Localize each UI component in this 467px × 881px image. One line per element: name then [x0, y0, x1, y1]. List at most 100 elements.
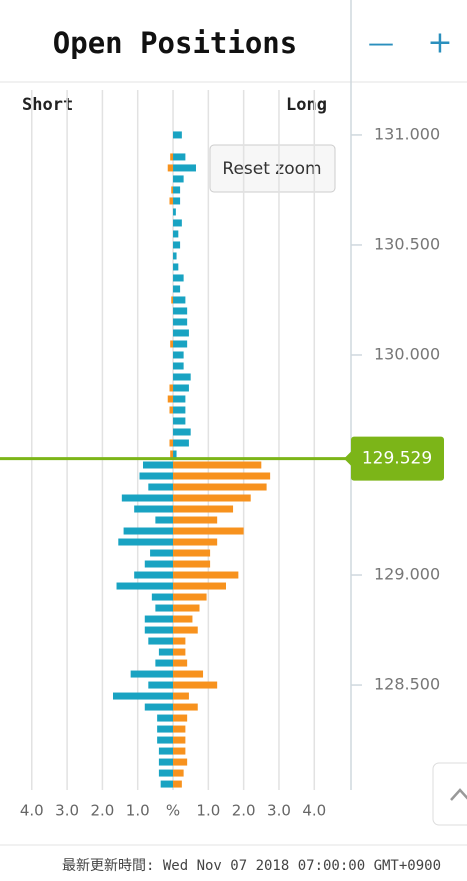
bar	[173, 560, 211, 568]
bar	[171, 186, 174, 194]
bar	[173, 582, 226, 590]
bar	[173, 131, 182, 139]
y-tick-label: 130.000	[374, 344, 440, 363]
bar	[173, 175, 184, 183]
x-tick-label: 3.0	[267, 802, 291, 820]
y-tick-label: 129.000	[374, 565, 440, 584]
button-box[interactable]	[209, 144, 336, 193]
bar	[148, 637, 174, 645]
bar	[144, 626, 174, 634]
bar	[155, 604, 174, 612]
bar	[173, 626, 198, 634]
short-label: Short	[22, 95, 73, 115]
y-tick-label: 131.000	[374, 124, 440, 143]
x-tick-label: %	[166, 802, 180, 820]
bar	[173, 373, 191, 381]
bar	[173, 406, 186, 414]
bar	[173, 219, 182, 227]
scroll-top-widget[interactable]	[432, 762, 467, 826]
bar	[173, 417, 186, 425]
bar	[173, 208, 176, 216]
bar	[134, 505, 174, 513]
bar	[173, 164, 196, 172]
bar	[170, 450, 174, 458]
bar	[167, 164, 174, 172]
header-title: Open Positions	[53, 26, 297, 60]
bar	[121, 494, 174, 502]
x-tick-label: 2.0	[232, 802, 256, 820]
bar	[173, 505, 234, 513]
bar	[173, 714, 188, 722]
bar	[158, 758, 174, 766]
zoom-out-button[interactable]: —	[368, 29, 394, 59]
bar	[173, 725, 186, 733]
bar	[150, 549, 174, 557]
bar	[173, 252, 177, 260]
bar	[173, 549, 211, 557]
current-price-label: 129.529	[362, 449, 432, 469]
x-tick-label: 2.0	[90, 802, 114, 820]
bar	[112, 692, 174, 700]
bar	[134, 571, 174, 579]
bar	[173, 307, 188, 315]
bar	[130, 670, 174, 678]
bar	[116, 582, 174, 590]
bar	[148, 483, 174, 491]
bar	[173, 571, 239, 579]
y-tick-label: 130.500	[374, 234, 440, 253]
bar	[173, 670, 204, 678]
bar	[123, 527, 174, 535]
bar	[167, 395, 174, 403]
bar	[173, 263, 179, 271]
bar	[173, 516, 218, 524]
bar	[157, 714, 174, 722]
bar	[173, 780, 182, 788]
bar	[173, 703, 198, 711]
bar	[173, 384, 189, 392]
bar	[158, 747, 174, 755]
bar	[173, 681, 218, 689]
bar	[173, 615, 193, 623]
bar	[173, 296, 186, 304]
bar	[157, 736, 174, 744]
bar	[173, 285, 181, 293]
bar	[173, 538, 218, 546]
current-price-pointer	[344, 451, 351, 466]
bar	[173, 527, 244, 535]
x-tick-label: 4.0	[20, 802, 44, 820]
bar	[143, 461, 174, 469]
y-tick-label: 128.500	[374, 675, 440, 694]
bar	[173, 637, 186, 645]
bar	[173, 758, 188, 766]
x-tick-label: 3.0	[55, 802, 79, 820]
bar	[173, 593, 207, 601]
bar	[173, 604, 200, 612]
bar	[169, 406, 174, 414]
bar	[173, 494, 251, 502]
bar	[173, 692, 189, 700]
x-tick-label: 1.0	[126, 802, 150, 820]
bar	[173, 428, 191, 436]
bar	[171, 296, 174, 304]
button-text[interactable]: Reset zoom	[222, 159, 321, 179]
bar	[173, 769, 184, 777]
bar	[148, 681, 174, 689]
bar	[157, 725, 174, 733]
footer-text: 最新更新時間: Wed Nov 07 2018 07:00:00 GMT+090…	[62, 858, 441, 874]
bar	[169, 197, 174, 205]
reset-zoom-button[interactable]: Reset zoom	[209, 144, 336, 193]
bar	[173, 329, 189, 337]
zoom-in-button[interactable]: +	[427, 26, 452, 61]
bar	[173, 197, 181, 205]
bar	[173, 659, 188, 667]
long-label: Long	[286, 95, 327, 115]
bar	[155, 659, 174, 667]
chevron-icon	[450, 788, 467, 801]
bar	[118, 538, 174, 546]
bar	[144, 615, 174, 623]
x-tick-label: 4.0	[302, 802, 326, 820]
bar	[173, 241, 181, 249]
current-price-box	[351, 436, 444, 481]
